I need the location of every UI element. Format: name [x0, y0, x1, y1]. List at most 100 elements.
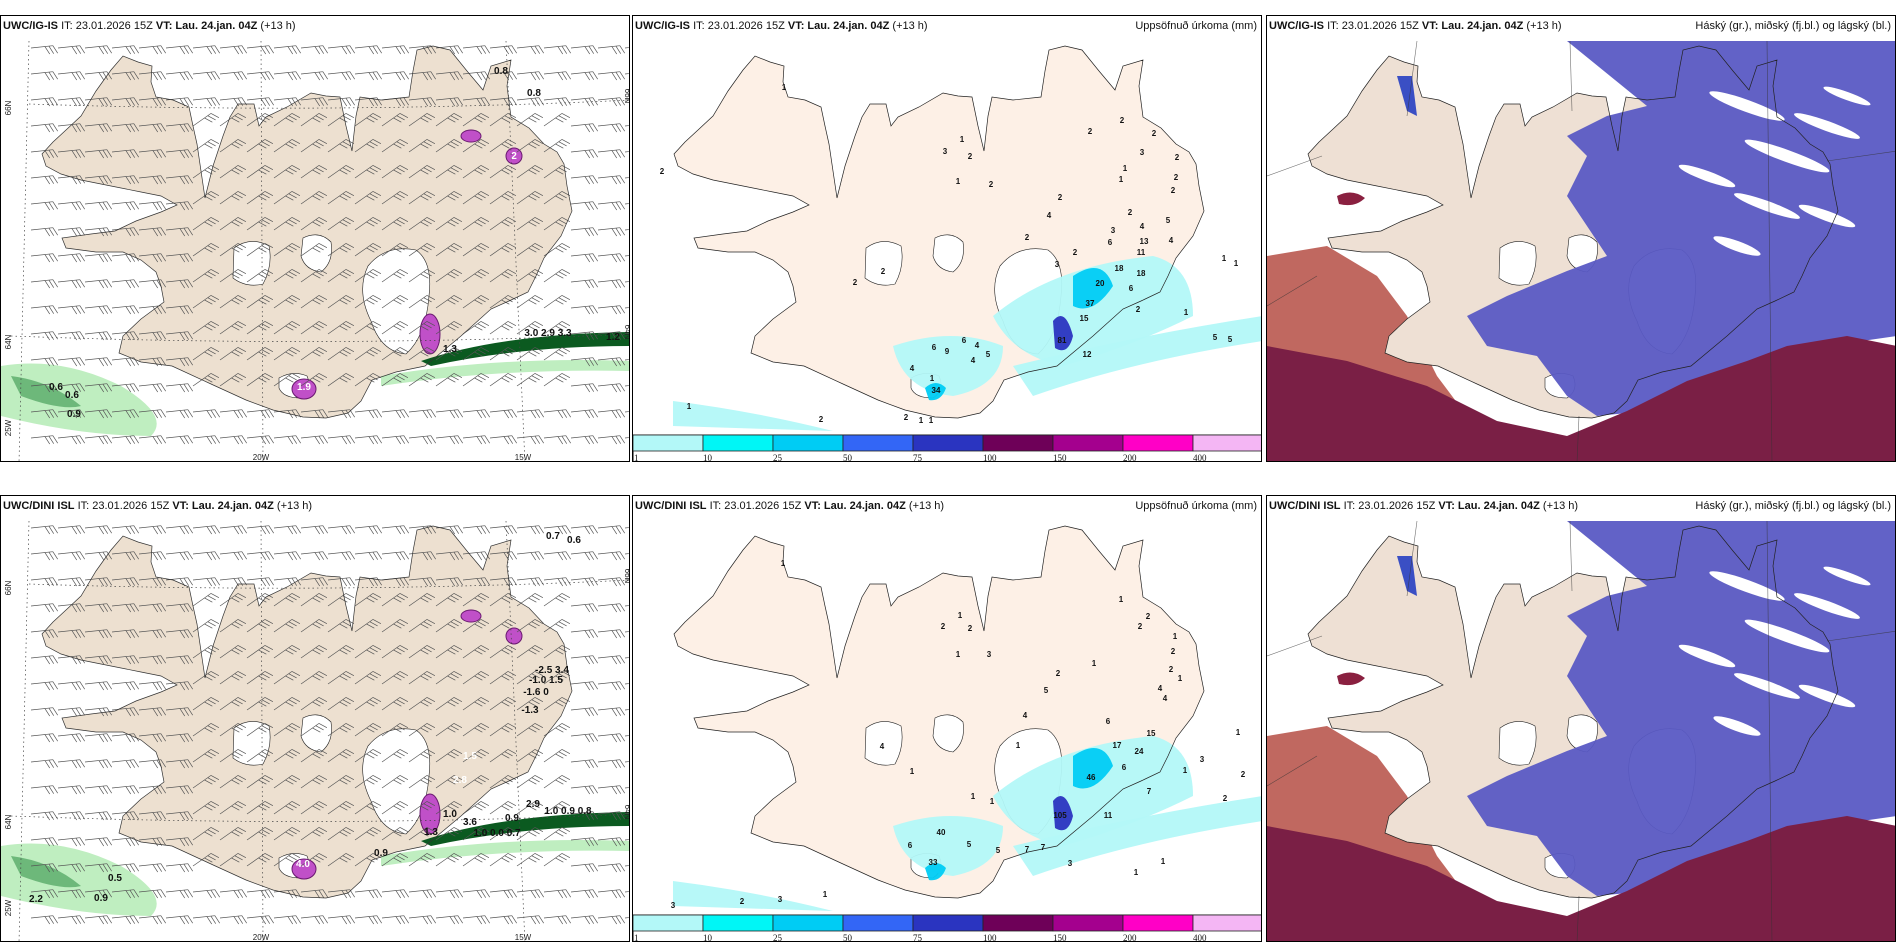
- wind-barb: [138, 71, 166, 81]
- wind-barb: [489, 217, 517, 231]
- wind-barb: [408, 139, 436, 153]
- wind-barb: [516, 593, 544, 607]
- wind-barb: [516, 619, 544, 633]
- wind-barb: [219, 889, 247, 899]
- wind-barb: [489, 435, 517, 445]
- wind-barb: [624, 681, 629, 691]
- wind-barb: [84, 149, 112, 159]
- wind-barb: [462, 139, 490, 153]
- cloud-gap: [1734, 193, 1800, 219]
- precip-snow-blob: [460, 129, 482, 143]
- wind-barb: [246, 853, 274, 867]
- wind-barb: [57, 227, 85, 237]
- colorbar-tick-label: 150: [1053, 453, 1067, 462]
- precip-value-label: 1.0: [443, 809, 457, 820]
- wind-barb: [192, 409, 220, 419]
- wind-barb: [165, 201, 193, 211]
- wind-barb: [300, 551, 328, 561]
- wind-barb: [516, 749, 544, 763]
- wind-barb: [246, 295, 274, 309]
- wind-barb: [435, 577, 463, 587]
- wind-barb: [381, 671, 409, 685]
- axis-label: 20W: [253, 453, 270, 462]
- wind-barb: [57, 409, 85, 419]
- wind-barb: [57, 811, 85, 821]
- wind-barb: [489, 671, 517, 685]
- wind-barb: [597, 629, 625, 639]
- precip-amount-label: 5: [1044, 686, 1049, 695]
- wind-barb: [138, 681, 166, 691]
- wind-barb: [30, 435, 58, 445]
- snow-value-label: 2: [511, 151, 517, 162]
- field-title: Háský (gr.), miðský (fj.bl.) og lágský (…: [1695, 20, 1891, 32]
- wind-barb: [30, 915, 58, 925]
- wind-barb: [597, 863, 625, 873]
- wind-barb: [624, 253, 629, 263]
- wind-barb: [273, 697, 301, 711]
- precip-amount-label: 4: [1047, 211, 1052, 220]
- wind-barb: [165, 97, 193, 107]
- wind-barb: [219, 671, 247, 685]
- wind-barb: [381, 71, 409, 81]
- init-time: IT: 23.01.2026 15Z: [61, 20, 153, 32]
- precip-area: [893, 816, 1003, 876]
- wind-barb: [408, 295, 436, 309]
- wind-barb: [138, 577, 166, 587]
- wind-barb: [219, 551, 247, 561]
- wind-barb: [192, 243, 220, 257]
- wind-barb: [57, 733, 85, 743]
- wind-barb: [192, 551, 220, 561]
- wind-barb: [30, 681, 58, 691]
- precip-amount-label: 9: [945, 347, 950, 356]
- wind-barb: [570, 409, 598, 419]
- wind-barb: [354, 723, 382, 737]
- wind-barb: [489, 593, 517, 607]
- wind-barb: [435, 295, 463, 309]
- wind-barb: [165, 331, 193, 341]
- map: [1267, 40, 1895, 461]
- wind-barb: [246, 915, 274, 925]
- wind-barb: [570, 681, 598, 691]
- wind-barb: [219, 645, 247, 659]
- wind-barb: [381, 645, 409, 659]
- wind-barb: [624, 603, 629, 613]
- wind-barb: [246, 243, 274, 257]
- wind-barb: [327, 243, 355, 257]
- wind-barb: [327, 853, 355, 867]
- wind-barb: [273, 593, 301, 607]
- wind-barb: [84, 45, 112, 55]
- wind-barb: [300, 593, 328, 607]
- precip-amount-label: 81: [1058, 336, 1067, 345]
- wind-barb: [30, 71, 58, 81]
- colorbar-swatch: [772, 914, 844, 932]
- wind-barb: [624, 383, 629, 393]
- wind-barb: [273, 97, 301, 107]
- wind-barb: [408, 827, 436, 841]
- glacier: [300, 714, 332, 753]
- valid-time: VT: Lau. 24.jan. 04Z: [804, 500, 906, 512]
- wind-barb: [543, 71, 571, 81]
- wind-barb: [300, 723, 328, 737]
- panel-bottom-wind: 0.7 0.6 -2.5 3.4 -1.0 1.5 -1.6 0 -1.3 2.9 1.0 0…: [0, 495, 630, 942]
- wind-barb: [489, 775, 517, 789]
- wind-barb: [111, 227, 139, 237]
- precip-value-label: 0.9: [67, 409, 81, 420]
- wind-barb: [408, 435, 436, 445]
- precip-amount-label: 2: [1241, 770, 1246, 779]
- cloud-gap: [1709, 571, 1785, 601]
- wind-barb: [543, 191, 571, 205]
- wind-barb: [192, 723, 220, 737]
- colorbar-tick-label: 50: [843, 933, 853, 942]
- wind-barb: [570, 97, 598, 107]
- wind-barb: [138, 915, 166, 925]
- wind-barb: [30, 629, 58, 639]
- map: [1267, 520, 1895, 941]
- wind-barb: [597, 655, 625, 665]
- wind-barb: [543, 775, 571, 789]
- wind-barb: [111, 253, 139, 263]
- wind-barb: [84, 97, 112, 107]
- colorbar-tick-label: 75: [913, 453, 923, 462]
- wind-barb: [246, 749, 274, 763]
- precip-amount-label: 4: [880, 742, 885, 751]
